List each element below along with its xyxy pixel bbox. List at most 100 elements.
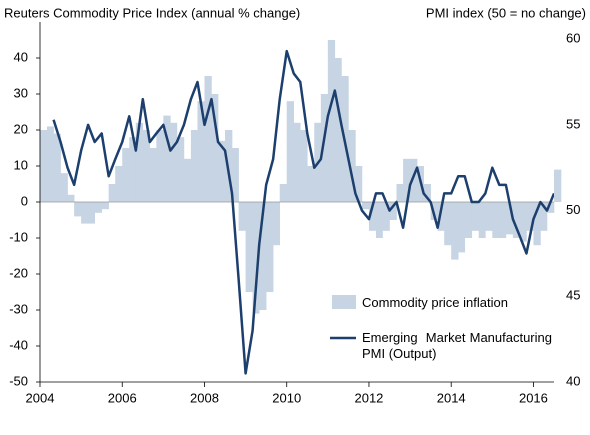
bar — [547, 202, 555, 213]
y-tick-label: 10 — [14, 157, 28, 172]
x-tick-label: 2010 — [272, 390, 301, 405]
bar — [492, 202, 500, 238]
bar — [101, 202, 109, 210]
bar — [368, 202, 377, 231]
bar — [129, 137, 137, 202]
bar — [396, 184, 404, 202]
bar — [60, 173, 68, 202]
bar — [259, 202, 267, 310]
bar — [327, 40, 336, 202]
bar — [540, 202, 548, 231]
x-tick-label: 2014 — [437, 390, 466, 405]
bar — [458, 202, 466, 253]
x-tick-label: 2008 — [190, 390, 219, 405]
y-tick-label: -20 — [9, 265, 28, 280]
y-tick-label: -30 — [9, 301, 28, 316]
bar — [499, 202, 507, 238]
bar — [279, 184, 288, 202]
bar — [88, 202, 95, 224]
bar — [122, 148, 130, 202]
bar — [403, 158, 411, 202]
bar — [115, 166, 123, 202]
bar — [451, 202, 459, 260]
bar — [464, 202, 473, 238]
bar — [334, 58, 342, 202]
bar — [252, 202, 260, 314]
bar — [204, 76, 212, 202]
bar — [444, 202, 452, 246]
bar — [361, 202, 370, 210]
bar — [74, 202, 82, 217]
bar — [245, 202, 253, 292]
bar — [156, 130, 164, 202]
bar — [238, 202, 246, 231]
y-tick-label: -40 — [9, 337, 28, 352]
bar — [108, 184, 116, 202]
y2-axis-title: PMI index (50 = no change) — [426, 5, 586, 20]
bar — [320, 94, 329, 202]
bar — [300, 130, 308, 202]
bar — [533, 202, 541, 246]
bar — [142, 130, 151, 202]
bar — [46, 126, 54, 202]
bar — [218, 140, 226, 202]
bar — [40, 130, 48, 202]
y2-tick-label: 55 — [566, 116, 580, 131]
bar — [273, 202, 281, 246]
bar — [176, 137, 185, 202]
y-tick-label: -10 — [9, 229, 28, 244]
y-tick-label: 30 — [14, 85, 28, 100]
bar — [526, 202, 534, 231]
bar — [471, 202, 480, 231]
legend-line-label: Emerging Market Manufacturing PMI (Outpu… — [362, 330, 556, 361]
bar — [149, 148, 157, 202]
bar — [478, 202, 486, 238]
bar — [410, 158, 418, 202]
bar — [197, 101, 205, 202]
bar — [67, 194, 75, 202]
bar — [190, 130, 198, 202]
y-tick-label: 0 — [21, 193, 28, 208]
bar — [211, 94, 219, 202]
bar — [232, 148, 239, 202]
bar — [163, 115, 171, 202]
x-tick-label: 2016 — [519, 390, 548, 405]
x-tick-label: 2006 — [108, 390, 137, 405]
y2-tick-label: 60 — [566, 31, 580, 46]
legend-bar-label: Commodity price inflation — [362, 295, 508, 310]
y2-tick-label: 40 — [566, 373, 580, 388]
bar — [355, 166, 363, 202]
bar — [266, 202, 274, 292]
bar — [505, 202, 514, 235]
bar — [135, 122, 144, 202]
y2-tick-label: 50 — [566, 202, 580, 217]
bar — [53, 133, 61, 202]
x-tick-label: 2012 — [354, 390, 383, 405]
pmi-line — [52, 49, 554, 375]
legend-bar-key — [332, 295, 356, 309]
bar — [81, 202, 89, 224]
bar — [554, 169, 562, 202]
bar — [512, 202, 521, 238]
y-tick-label: 20 — [14, 121, 28, 136]
y-axis-title: Reuters Commodity Price Index (annual % … — [4, 5, 300, 20]
y-tick-label: 40 — [14, 49, 28, 64]
bar — [485, 202, 493, 231]
bar — [375, 202, 383, 238]
y-tick-label: -50 — [9, 373, 28, 388]
bar — [348, 130, 356, 202]
bar — [519, 202, 527, 242]
bar — [286, 101, 295, 202]
bar — [423, 184, 431, 202]
bar — [307, 166, 315, 202]
bar — [94, 202, 102, 213]
bar — [293, 122, 301, 202]
x-tick-label: 2004 — [26, 390, 55, 405]
y2-tick-label: 45 — [566, 288, 580, 303]
bar — [389, 202, 397, 220]
bar — [382, 202, 390, 231]
bar — [183, 158, 192, 202]
bar — [170, 122, 178, 202]
